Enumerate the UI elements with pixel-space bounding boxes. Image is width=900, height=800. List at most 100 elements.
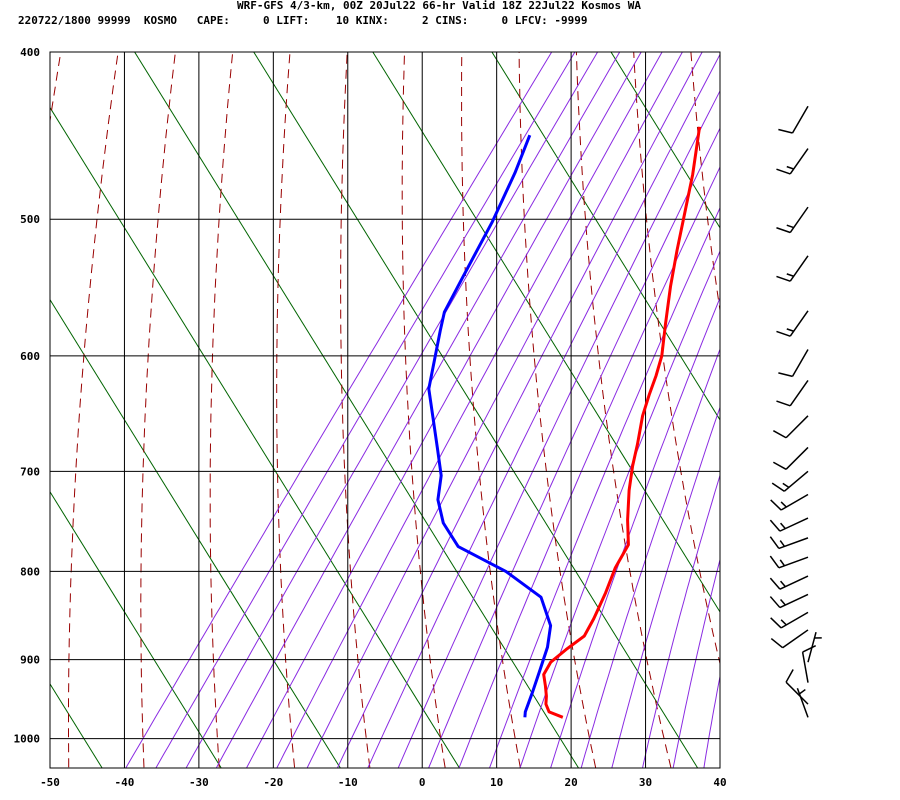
moist-adiabat	[245, 52, 642, 768]
wind-barb	[776, 379, 809, 407]
wind-barb-flag	[776, 275, 791, 282]
wind-barb-flag	[776, 168, 791, 175]
y-tick-label: 500	[20, 213, 40, 226]
wind-barb-half-flag	[779, 559, 786, 567]
wind-barb	[772, 446, 809, 470]
wind-barb-flag	[769, 536, 780, 549]
moist-adiabat	[488, 206, 720, 768]
y-tick-label: 800	[20, 565, 40, 578]
moist-adiabat	[397, 89, 720, 768]
wind-barb-flag	[770, 637, 784, 649]
dry-adiabat	[518, 52, 597, 768]
mixing-ratio-line	[134, 52, 580, 768]
wind-barb	[776, 310, 809, 337]
dewpoint-profile	[427, 134, 553, 718]
sounding-stats-line: 220722/1800 99999 KOSMO CAPE: 0 LIFT: 10…	[18, 14, 588, 27]
wind-barb-staff	[807, 632, 817, 663]
dry-adiabat	[276, 52, 296, 768]
wind-barb-staff	[791, 349, 809, 377]
mixing-ratio-line	[253, 52, 699, 768]
wind-barb	[807, 632, 822, 663]
wind-barb-staff	[778, 556, 809, 569]
y-tick-label: 700	[20, 465, 40, 478]
wind-barb-flag	[769, 555, 780, 569]
x-tick-label: -50	[40, 776, 60, 789]
wind-barb	[769, 593, 809, 609]
wind-barb-staff	[789, 379, 809, 407]
wind-barb-staff	[789, 310, 809, 337]
x-tick-label: 30	[639, 776, 652, 789]
wind-barb-staff	[791, 105, 809, 134]
wind-barb-half-flag	[799, 688, 806, 695]
moist-adiabat	[185, 52, 599, 768]
wind-barb-half-flag	[782, 482, 790, 489]
series	[427, 126, 702, 719]
dry-adiabat	[858, 14, 900, 783]
grid	[49, 51, 721, 768]
wind-barb	[778, 105, 809, 134]
moist-adiabat	[733, 14, 900, 783]
wind-barb-half-flag	[786, 224, 794, 229]
wind-barb-staff	[780, 493, 809, 511]
wind-barb-flag	[802, 645, 817, 653]
dry-adiabat	[401, 52, 446, 768]
wind-barb-half-flag	[780, 501, 787, 508]
wind-barb-flag	[770, 499, 782, 511]
mixing-ratio-line	[50, 106, 461, 768]
x-tick-label: 20	[564, 776, 577, 789]
moist-adiabat	[428, 127, 720, 768]
wind-barb	[776, 206, 809, 234]
wind-barb-half-flag	[786, 273, 794, 277]
y-tick-label: 900	[20, 654, 40, 667]
moist-adiabat	[306, 52, 683, 768]
y-tick-label: 600	[20, 350, 40, 363]
dry-adiabat	[575, 52, 672, 768]
x-tick-label: 40	[713, 776, 726, 789]
x-tick-label: -40	[115, 776, 135, 789]
x-tick-label: 0	[419, 776, 426, 789]
x-tick-label: -20	[263, 776, 283, 789]
plot-frame	[49, 51, 721, 769]
dry-adiabat	[209, 52, 234, 768]
wind-barb-half-flag	[786, 328, 794, 332]
dry-adiabat	[461, 52, 521, 768]
wind-barb	[770, 629, 809, 649]
wind-barb-staff	[789, 148, 809, 175]
moist-adiabat	[611, 405, 720, 768]
wind-barb-flag	[776, 400, 791, 407]
moist-adiabat	[550, 296, 720, 768]
wind-barb-half-flag	[780, 522, 786, 530]
wind-barb-staff	[779, 593, 809, 609]
dry-adiabat	[340, 52, 371, 768]
wind-barb-flag	[776, 227, 791, 234]
wind-barb	[769, 555, 809, 569]
wind-barb-staff	[796, 687, 809, 718]
wind-barb	[769, 536, 809, 550]
wind-barb-flag	[769, 519, 781, 532]
chart-title: WRF-GFS 4/3-km, 00Z 20Jul22 66-hr Valid …	[237, 0, 641, 12]
wind-barb	[776, 255, 809, 282]
wind-barb-flag	[772, 461, 787, 470]
y-tick-label: 1000	[14, 733, 41, 746]
wind-barb-staff	[785, 681, 809, 705]
wind-barb-staff	[782, 629, 809, 649]
wind-barb	[785, 669, 809, 705]
background-lines	[50, 14, 900, 783]
wind-barb-staff	[801, 651, 809, 683]
mixing-ratio-line	[50, 490, 222, 768]
wind-barb	[771, 470, 809, 492]
moist-adiabat	[125, 52, 553, 768]
moist-adiabat	[367, 53, 720, 768]
tick-labels: -50 -40 -30 -20 -10 0 10 20 30 40 400 500 600 700 800 9…	[14, 46, 727, 789]
wind-barb	[772, 415, 809, 439]
wind-barb	[801, 645, 817, 683]
wind-barb-flag	[772, 430, 787, 439]
wind-barb-half-flag	[780, 599, 786, 606]
wind-barb-staff	[789, 255, 809, 282]
x-tick-label: -30	[189, 776, 209, 789]
wind-barb-staff	[785, 415, 809, 439]
moist-adiabat	[703, 673, 720, 768]
wind-barb	[778, 349, 809, 378]
mixing-ratio-line	[491, 52, 720, 421]
dry-adiabat	[50, 52, 62, 125]
